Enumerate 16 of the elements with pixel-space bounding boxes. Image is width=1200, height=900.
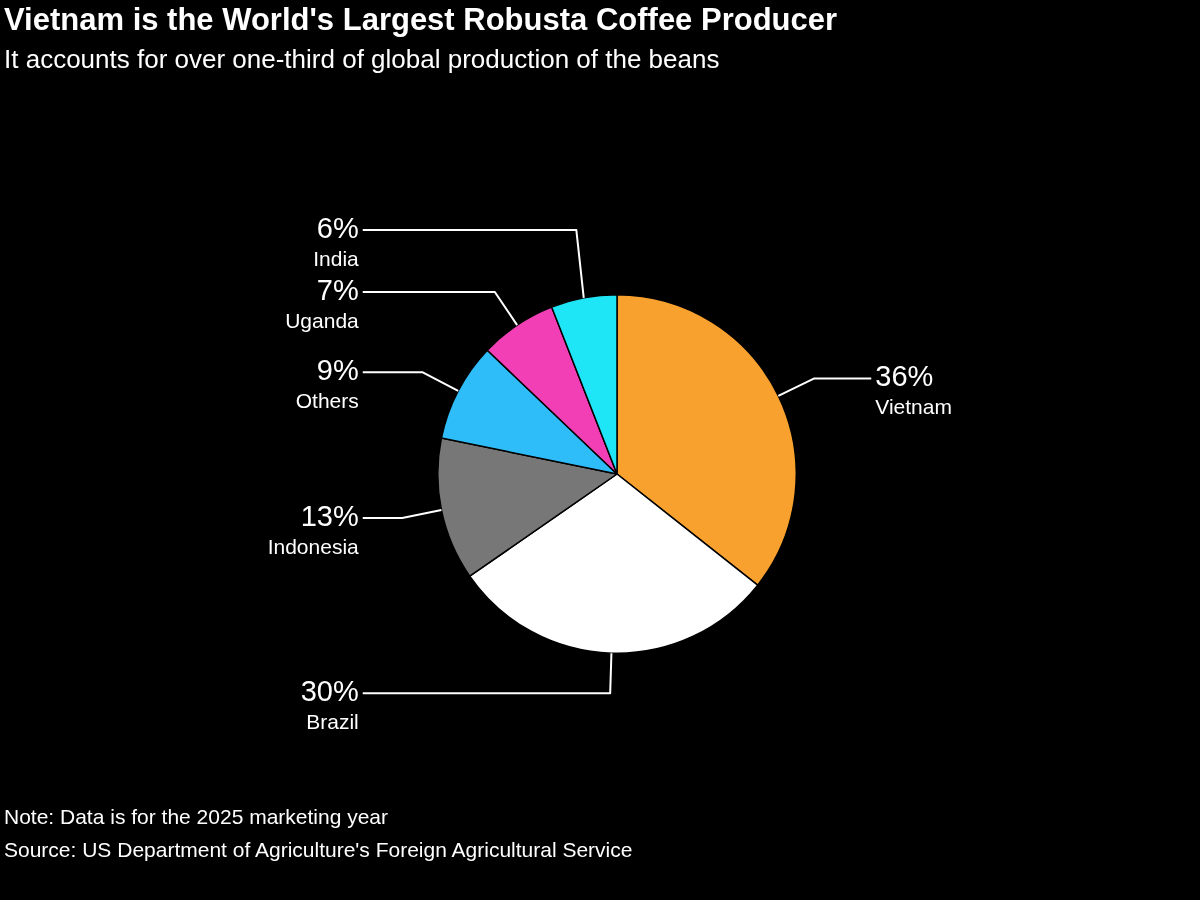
text: Note: Data is for the 2025 marketing year bbox=[4, 804, 390, 830]
data-label: 13% bbox=[300, 500, 359, 533]
slice-label: Others bbox=[295, 389, 359, 413]
chart-title: Vietnam is the World's Largest Robusta Coffee Producer bbox=[4, 2, 838, 38]
data-label: 30% bbox=[300, 675, 359, 708]
data-label: 7% bbox=[316, 273, 359, 306]
slice-label: Brazil bbox=[306, 709, 359, 733]
data-label: 36% bbox=[875, 360, 934, 393]
source-note: Source: US Department of Agriculture's Foreign Agricultural Service bbox=[4, 837, 633, 863]
slice-label: Vietnam bbox=[875, 395, 952, 419]
data-label: 6% bbox=[316, 211, 359, 244]
chart-subtitle: It accounts for over one-third of global production of the beans bbox=[4, 44, 720, 75]
slice-label: Uganda bbox=[285, 308, 360, 332]
data-label: 9% bbox=[316, 354, 359, 387]
slice-label: India bbox=[313, 246, 360, 270]
slice-label: Indonesia bbox=[267, 534, 360, 558]
